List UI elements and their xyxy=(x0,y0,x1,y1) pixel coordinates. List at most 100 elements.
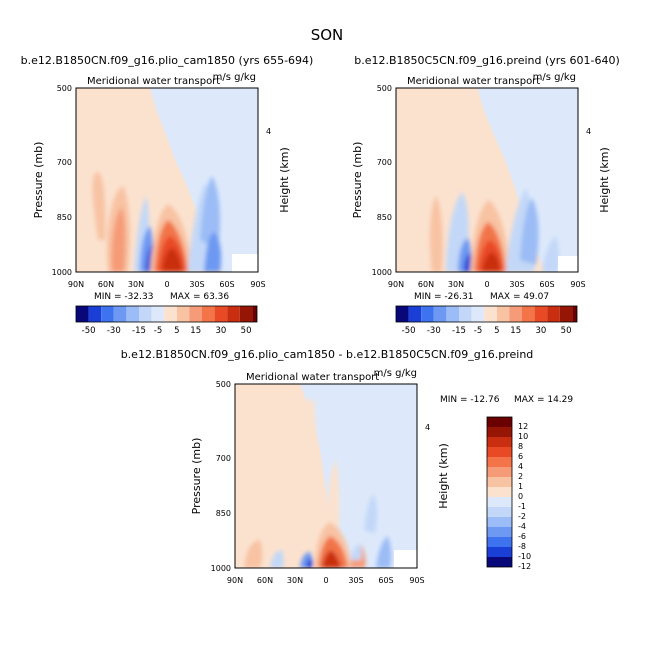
min-label: MIN = -32.33 xyxy=(94,292,153,302)
colorbar-tick: 15 xyxy=(510,326,521,336)
colorbar-tick: 2 xyxy=(518,472,523,481)
colorbar-tick: -50 xyxy=(402,326,416,336)
y-tick-label: 700 xyxy=(377,158,392,167)
x-tick-label: 30N xyxy=(128,280,144,289)
max-label: MAX = 14.29 xyxy=(514,395,573,405)
x-tick-label: 90N xyxy=(68,280,84,289)
x-tick-label: 90N xyxy=(388,280,404,289)
max-label: MAX = 63.36 xyxy=(170,292,229,302)
colorbar-tick: -6 xyxy=(518,532,526,541)
colorbar-tick: -50 xyxy=(82,326,96,336)
plot-field xyxy=(235,384,417,568)
min-label: MIN = -12.76 xyxy=(440,395,500,405)
x-tick-label: 0 xyxy=(323,576,328,585)
panel-subtitle: Meridional water transport xyxy=(407,76,540,87)
colorbar xyxy=(75,305,258,323)
x-tick-label: 90N xyxy=(227,576,243,585)
colorbar-tick: 10 xyxy=(518,432,528,441)
x-tick-label: 0 xyxy=(484,280,489,289)
x-tick-label: 60S xyxy=(219,280,234,289)
max-label: MAX = 49.07 xyxy=(490,292,549,302)
colorbar-tick: 1 xyxy=(518,482,523,491)
colorbar-tick: -10 xyxy=(518,552,531,561)
y-axis-label-right: Height (km) xyxy=(598,147,611,213)
panel-subtitle: Meridional water transport xyxy=(87,76,220,87)
panel-plio: b.e12.B1850CN.f09_g16.plio_cam1850 (yrs … xyxy=(21,54,314,336)
y-tick-label: 500 xyxy=(377,84,392,93)
colorbar-tick: 50 xyxy=(561,326,572,336)
colorbar-tick: 5 xyxy=(494,326,499,336)
colorbar-vertical xyxy=(486,416,513,568)
plot-frame xyxy=(395,87,579,273)
colorbar-tick: 4 xyxy=(518,462,523,471)
y-axis-label: Pressure (mb) xyxy=(190,438,203,515)
x-tick-label: 60N xyxy=(98,280,114,289)
colorbar-tick: 0 xyxy=(518,492,523,501)
colorbar-tick: -4 xyxy=(518,522,526,531)
x-tick-label: 0 xyxy=(164,280,169,289)
colorbar-tick: -1 xyxy=(518,502,526,511)
colorbar xyxy=(395,305,578,323)
y-tick-label: 850 xyxy=(57,213,72,222)
colorbar-tick: 50 xyxy=(241,326,252,336)
y-tick-label: 850 xyxy=(216,509,231,518)
y-tick-label: 500 xyxy=(216,380,231,389)
y-tick-label: 1000 xyxy=(211,564,231,573)
colorbar-tick: -30 xyxy=(427,326,441,336)
plot-frame xyxy=(75,87,259,273)
panel-units: m/s g/kg xyxy=(533,72,576,83)
panel-run-title: b.e12.B1850CN.f09_g16.plio_cam1850 (yrs … xyxy=(21,54,314,67)
x-tick-label: 30S xyxy=(509,280,524,289)
x-tick-label: 60S xyxy=(539,280,554,289)
x-tick-label: 30S xyxy=(348,576,363,585)
panel-run-title: b.e12.B1850CN.f09_g16.plio_cam1850 - b.e… xyxy=(121,348,534,361)
colorbar-tick: 30 xyxy=(215,326,226,336)
colorbar-tick: -15 xyxy=(132,326,146,336)
plot-field xyxy=(76,88,258,272)
y-tick-label: 700 xyxy=(57,158,72,167)
x-tick-label: 30N xyxy=(448,280,464,289)
panel-subtitle: Meridional water transport xyxy=(246,372,379,383)
plot-frame xyxy=(234,383,418,569)
colorbar-tick: 15 xyxy=(190,326,201,336)
y-tick-label: 1000 xyxy=(52,268,72,277)
y-tick-label: 850 xyxy=(377,213,392,222)
y-tick-label: 500 xyxy=(57,84,72,93)
panel-preind: b.e12.B1850C5CN.f09_g16.preind (yrs 601-… xyxy=(351,54,620,336)
y-axis-label: Pressure (mb) xyxy=(32,142,45,219)
plot-field xyxy=(396,88,578,272)
colorbar-tick: 6 xyxy=(518,452,523,461)
colorbar-tick: -2 xyxy=(518,512,526,521)
y-axis-label-right: Height (km) xyxy=(278,147,291,213)
colorbar-tick: -15 xyxy=(452,326,466,336)
colorbar-tick: -30 xyxy=(107,326,121,336)
y-tick-label-right: 4 xyxy=(586,127,591,136)
panel-run-title: b.e12.B1850C5CN.f09_g16.preind (yrs 601-… xyxy=(354,54,620,67)
x-tick-label: 90S xyxy=(250,280,265,289)
x-tick-label: 30S xyxy=(189,280,204,289)
colorbar-tick: -5 xyxy=(154,326,162,336)
colorbar-tick: 12 xyxy=(518,422,528,431)
x-tick-label: 90S xyxy=(409,576,424,585)
y-axis-label-right: Height (km) xyxy=(437,443,450,509)
x-tick-label: 60S xyxy=(378,576,393,585)
y-tick-label-right: 4 xyxy=(266,127,271,136)
colorbar-tick: -8 xyxy=(518,542,526,551)
y-tick-label: 1000 xyxy=(372,268,392,277)
colorbar-tick: -12 xyxy=(518,562,531,571)
figure-title: SON xyxy=(311,26,344,44)
x-tick-label: 90S xyxy=(570,280,585,289)
colorbar-tick: -5 xyxy=(474,326,482,336)
panel-units: m/s g/kg xyxy=(213,72,256,83)
colorbar-tick: 8 xyxy=(518,442,523,451)
colorbar-tick: 30 xyxy=(535,326,546,336)
min-label: MIN = -26.31 xyxy=(414,292,473,302)
x-tick-label: 30N xyxy=(287,576,303,585)
x-tick-label: 60N xyxy=(257,576,273,585)
colorbar-tick: 5 xyxy=(174,326,179,336)
y-tick-label-right: 4 xyxy=(425,423,430,432)
x-tick-label: 60N xyxy=(418,280,434,289)
y-tick-label: 700 xyxy=(216,454,231,463)
panel-units: m/s g/kg xyxy=(374,368,417,379)
